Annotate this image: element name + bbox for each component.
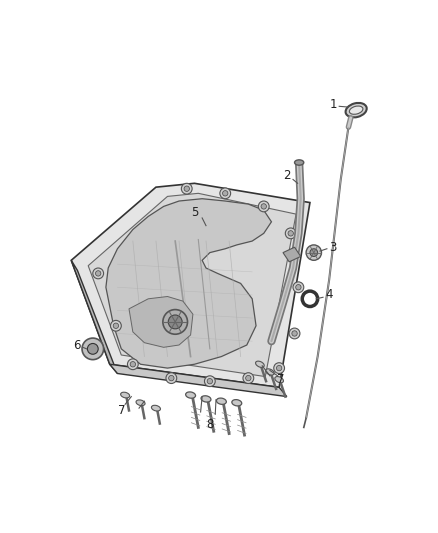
Circle shape bbox=[88, 343, 98, 354]
Ellipse shape bbox=[216, 398, 226, 405]
Text: 4: 4 bbox=[325, 288, 333, 302]
Circle shape bbox=[258, 201, 269, 212]
Ellipse shape bbox=[346, 103, 367, 117]
Polygon shape bbox=[110, 364, 287, 397]
Circle shape bbox=[285, 228, 296, 239]
Circle shape bbox=[110, 320, 121, 331]
Circle shape bbox=[163, 310, 187, 334]
Polygon shape bbox=[88, 193, 296, 377]
Circle shape bbox=[310, 249, 318, 256]
Circle shape bbox=[169, 375, 174, 381]
Text: 1: 1 bbox=[329, 98, 337, 111]
Circle shape bbox=[181, 183, 192, 194]
Ellipse shape bbox=[120, 392, 130, 398]
Circle shape bbox=[207, 378, 212, 384]
Circle shape bbox=[292, 331, 297, 336]
Ellipse shape bbox=[186, 392, 195, 398]
Polygon shape bbox=[71, 260, 117, 374]
Text: 8: 8 bbox=[206, 418, 214, 431]
Circle shape bbox=[93, 268, 103, 279]
Ellipse shape bbox=[152, 405, 160, 411]
Polygon shape bbox=[106, 199, 272, 368]
Ellipse shape bbox=[232, 400, 242, 406]
Circle shape bbox=[220, 188, 231, 199]
Circle shape bbox=[113, 323, 119, 328]
Circle shape bbox=[276, 366, 282, 371]
Circle shape bbox=[205, 376, 215, 386]
Text: 6: 6 bbox=[73, 338, 81, 351]
Circle shape bbox=[261, 204, 266, 209]
Ellipse shape bbox=[201, 396, 211, 402]
Circle shape bbox=[274, 363, 285, 374]
Polygon shape bbox=[71, 183, 310, 387]
Circle shape bbox=[243, 373, 254, 384]
Circle shape bbox=[130, 361, 135, 367]
Circle shape bbox=[246, 375, 251, 381]
Ellipse shape bbox=[136, 400, 145, 406]
Circle shape bbox=[82, 338, 103, 360]
Circle shape bbox=[293, 282, 304, 293]
Text: 2: 2 bbox=[283, 169, 290, 182]
Circle shape bbox=[168, 315, 182, 329]
Text: 7: 7 bbox=[277, 373, 284, 386]
Circle shape bbox=[306, 245, 321, 260]
Circle shape bbox=[288, 231, 293, 236]
Ellipse shape bbox=[255, 361, 264, 367]
Circle shape bbox=[289, 328, 300, 339]
Text: 3: 3 bbox=[329, 241, 337, 254]
Circle shape bbox=[95, 271, 101, 276]
Polygon shape bbox=[129, 296, 193, 348]
Ellipse shape bbox=[275, 376, 283, 383]
Circle shape bbox=[296, 285, 301, 290]
Circle shape bbox=[166, 373, 177, 384]
Ellipse shape bbox=[265, 369, 274, 375]
Text: 7: 7 bbox=[117, 404, 125, 417]
Ellipse shape bbox=[350, 106, 363, 114]
Ellipse shape bbox=[294, 160, 304, 165]
Polygon shape bbox=[283, 247, 301, 262]
Circle shape bbox=[127, 359, 138, 370]
Circle shape bbox=[184, 186, 190, 191]
Text: 5: 5 bbox=[191, 206, 198, 219]
Circle shape bbox=[223, 191, 228, 196]
